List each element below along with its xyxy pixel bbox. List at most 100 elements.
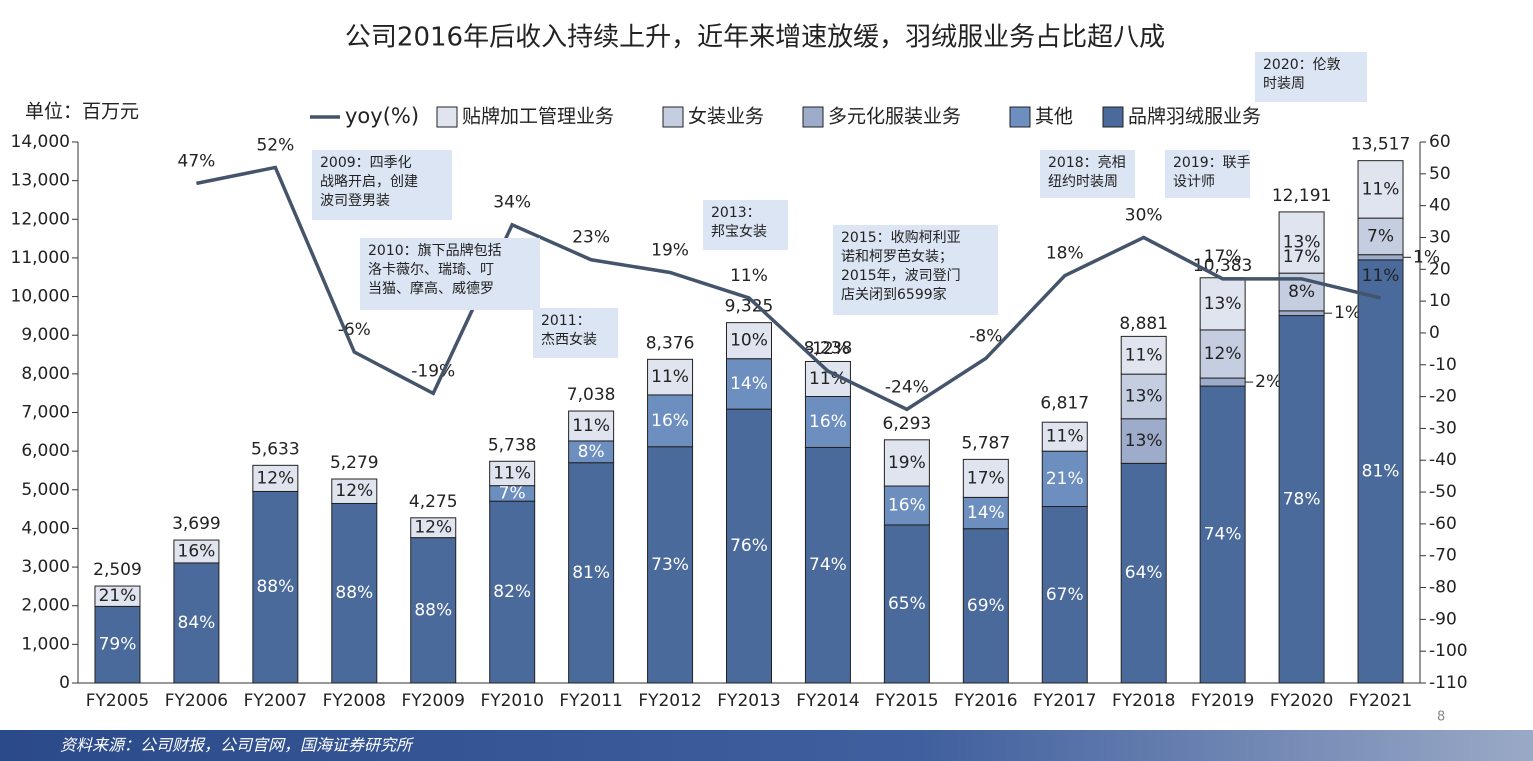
bar-segment (568, 462, 615, 684)
bar-segment (489, 460, 536, 487)
y2-tick-label: -100 (1429, 641, 1468, 661)
segment-label: 11% (572, 416, 610, 436)
total-label: 7,038 (567, 385, 616, 405)
annotation-box (312, 150, 452, 220)
segment-label: 88% (414, 600, 452, 620)
segment-label: 82% (493, 582, 531, 602)
x-tick-label: FY2010 (480, 691, 543, 711)
segment-label: 19% (888, 453, 926, 473)
x-tick-label: FY2013 (717, 691, 780, 711)
legend-swatch (436, 106, 458, 128)
segment-label: 69% (967, 596, 1005, 616)
annotation-text: 2010：旗下品牌包括 (368, 242, 502, 259)
y-tick-label: 0 (59, 673, 70, 693)
segment-label: 14% (967, 503, 1005, 523)
x-tick-label: FY2009 (402, 691, 465, 711)
x-tick-label: FY2016 (954, 691, 1017, 711)
segment-label: 11% (493, 463, 531, 483)
total-label: 13,517 (1351, 135, 1410, 155)
segment-label: 8% (1288, 282, 1315, 302)
segment-label: 14% (730, 374, 768, 394)
bar-segment (1041, 506, 1088, 684)
total-label: 5,279 (330, 453, 379, 473)
y-tick-label: 6,000 (21, 441, 70, 461)
line-label: 17% (1204, 247, 1242, 267)
segment-label: 84% (178, 613, 216, 633)
bar-segment (1041, 421, 1088, 452)
y-tick-label: 8,000 (21, 364, 70, 384)
bar-segment (726, 408, 772, 684)
bar-segment (94, 605, 141, 684)
bar-segment (1357, 254, 1404, 261)
x-tick-label: FY2008 (323, 691, 386, 711)
annotation-text: 洛卡薇尔、瑞琦、叮 (368, 262, 494, 278)
bar-segment (726, 322, 772, 360)
line-label: -8% (969, 326, 1002, 346)
segment-label: 13% (1204, 294, 1242, 314)
bar-segment (252, 490, 299, 684)
x-tick-label: FY2017 (1033, 691, 1096, 711)
y-tick-label: 5,000 (21, 480, 70, 500)
legend-swatch (1009, 106, 1031, 128)
segment-label: 21% (1046, 469, 1084, 489)
chart-title: 公司2016年后收入持续上升，近年来增速放缓，羽绒服业务占比超八成 (345, 23, 1165, 53)
bar-segment (962, 458, 1009, 498)
annotation-text: 2018：亮相 (1048, 154, 1126, 171)
annotation-box (1255, 52, 1367, 102)
segment-label: 81% (1362, 461, 1400, 481)
segment-label: 1% (1334, 303, 1361, 323)
segment-label: 88% (256, 577, 294, 597)
y2-tick-label: 0 (1429, 323, 1440, 343)
y-tick-label: 3,000 (21, 557, 70, 577)
segment-label: 64% (1125, 563, 1163, 583)
segment-label: 13% (1125, 386, 1163, 406)
segment-label: 78% (1283, 489, 1321, 509)
y-tick-label: 7,000 (21, 403, 70, 423)
segment-label: 16% (888, 495, 926, 515)
segment-label: 67% (1046, 585, 1084, 605)
bar-segment (331, 478, 378, 504)
annotation-box (1040, 150, 1135, 198)
bar-segment (1278, 315, 1325, 684)
x-tick-label: FY2006 (165, 691, 228, 711)
annotation-text: 2009：四季化 (320, 155, 412, 171)
y-tick-label: 10,000 (11, 287, 70, 307)
bar-segment (1278, 310, 1325, 317)
bar-segment (883, 485, 930, 526)
x-tick-label: FY2018 (1112, 691, 1175, 711)
y-tick-label: 4,000 (21, 518, 70, 538)
legend-swatch (802, 106, 824, 128)
annotation-text: 2019：联手 (1173, 155, 1251, 171)
segment-label: 11% (1362, 179, 1400, 199)
y2-tick-label: -30 (1429, 418, 1457, 438)
total-label: 6,293 (883, 414, 932, 434)
unit-label: 单位：百万元 (25, 101, 139, 123)
x-tick-label: FY2007 (244, 691, 307, 711)
bar-segment (726, 358, 772, 410)
total-label: 3,699 (172, 514, 221, 534)
legend-swatch (1102, 106, 1124, 128)
y-tick-label: 12,000 (11, 209, 70, 229)
x-tick-label: FY2011 (559, 691, 622, 711)
bar-segment (1199, 277, 1246, 331)
segment-label: 11% (651, 367, 689, 387)
segment-label: 73% (651, 555, 689, 575)
bar-segment (647, 358, 694, 396)
bar-segment (1278, 211, 1325, 274)
annotation-text: 2011： (541, 313, 591, 329)
legend-label: yoy(%) (345, 104, 419, 128)
line-label: 34% (493, 193, 531, 213)
segment-label: 12% (414, 518, 452, 538)
segment-label: 12% (335, 481, 373, 501)
annotation-text: 杰西女装 (541, 331, 597, 348)
x-tick-label: FY2015 (875, 691, 938, 711)
line-label: 52% (256, 135, 294, 155)
segment-label: 7% (1367, 226, 1394, 246)
bar-segment (1120, 335, 1167, 375)
segment-label: 10% (730, 331, 768, 351)
total-label: 8,881 (1119, 314, 1168, 334)
bar-segment (1357, 259, 1404, 684)
segment-label: 74% (1204, 525, 1242, 545)
y2-tick-label: -10 (1429, 355, 1457, 375)
